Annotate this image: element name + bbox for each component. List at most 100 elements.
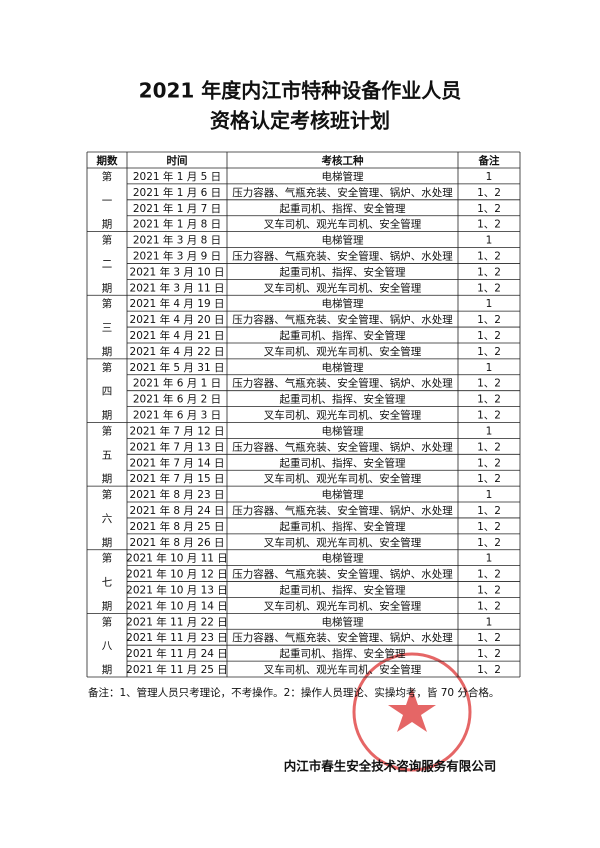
exam-type: 起重司机、指挥、安全管理 (280, 265, 406, 278)
exam-type: 起重司机、指挥、安全管理 (280, 647, 406, 660)
exam-note: 1、2 (477, 266, 501, 278)
exam-date: 2021 年 1 月 6 日 (133, 186, 221, 199)
period-label: 期 (102, 346, 113, 358)
period-label: 期 (102, 473, 113, 485)
exam-type: 压力容器、气瓶充装、安全管理、锅炉、水处理 (232, 440, 453, 453)
exam-type: 叉车司机、观光车司机、安全管理 (264, 409, 422, 422)
exam-type: 压力容器、气瓶充装、安全管理、锅炉、水处理 (232, 313, 453, 326)
title-line: 2021 年度内江市特种设备作业人员 (139, 79, 462, 103)
period-label: 期 (102, 410, 113, 422)
exam-note: 1 (486, 489, 493, 501)
exam-type: 压力容器、气瓶充装、安全管理、锅炉、水处理 (232, 631, 453, 644)
exam-date: 2021 年 10 月 13 日 (126, 584, 228, 597)
exam-type: 压力容器、气瓶充装、安全管理、锅炉、水处理 (232, 377, 453, 390)
exam-note: 1、2 (477, 648, 501, 660)
exam-note: 1 (486, 235, 493, 247)
stamp-star (388, 688, 436, 732)
exam-date: 2021 年 11 月 25 日 (126, 663, 228, 676)
exam-type: 起重司机、指挥、安全管理 (280, 584, 406, 597)
exam-note: 1、2 (477, 600, 501, 612)
exam-type: 电梯管理 (322, 488, 364, 501)
exam-date: 2021 年 1 月 8 日 (133, 218, 221, 231)
exam-type: 电梯管理 (322, 552, 364, 565)
exam-date: 2021 年 6 月 1 日 (133, 377, 221, 390)
exam-type: 压力容器、气瓶充装、安全管理、锅炉、水处理 (232, 249, 453, 262)
exam-type: 压力容器、气瓶充装、安全管理、锅炉、水处理 (232, 186, 453, 199)
period-label: 期 (102, 600, 113, 612)
exam-note: 1 (486, 425, 493, 437)
exam-note: 1、2 (477, 505, 501, 517)
exam-note: 1、2 (477, 537, 501, 549)
exam-note: 1、2 (477, 314, 501, 326)
organization: 内江市春生安全技术咨询服务有限公司 (284, 759, 497, 774)
exam-date: 2021 年 10 月 14 日 (126, 599, 228, 612)
period-label: 五 (102, 449, 113, 461)
period-label: 第 (102, 297, 113, 310)
exam-date: 2021 年 4 月 22 日 (130, 345, 225, 358)
exam-type: 叉车司机、观光车司机、安全管理 (264, 536, 422, 549)
exam-note: 1 (486, 616, 493, 628)
exam-note: 1 (486, 171, 493, 183)
exam-note: 1、2 (477, 187, 501, 199)
exam-date: 2021 年 7 月 15 日 (130, 472, 225, 485)
column-header: 备注 (478, 154, 500, 167)
period-label: 期 (102, 664, 113, 676)
exam-date: 2021 年 3 月 8 日 (133, 234, 221, 247)
exam-note: 1、2 (477, 632, 501, 644)
stamp-ring (352, 652, 472, 772)
exam-type: 叉车司机、观光车司机、安全管理 (264, 663, 422, 676)
exam-type: 起重司机、指挥、安全管理 (280, 329, 406, 342)
exam-date: 2021 年 8 月 23 日 (130, 488, 225, 501)
exam-date: 2021 年 1 月 7 日 (133, 202, 221, 215)
exam-date: 2021 年 11 月 22 日 (126, 615, 228, 628)
schedule-table: 期数 时间 考核工种 备注第一期2021 年 1 月 5 日电梯管理 12021 年 1… (86, 151, 521, 678)
exam-type: 压力容器、气瓶充装、安全管理、锅炉、水处理 (232, 504, 453, 517)
exam-date: 2021 年 8 月 25 日 (130, 520, 225, 533)
period-label: 二 (102, 258, 113, 270)
exam-note: 1、2 (477, 219, 501, 231)
exam-type: 电梯管理 (322, 361, 364, 374)
exam-date: 2021 年 3 月 10 日 (130, 265, 225, 278)
exam-note: 1、2 (477, 473, 501, 485)
exam-note: 1、2 (477, 330, 501, 342)
period-label: 八 (102, 640, 113, 652)
period-label: 期 (102, 219, 113, 231)
exam-note: 1、2 (477, 410, 501, 422)
exam-date: 2021 年 10 月 12 日 (126, 568, 228, 581)
exam-date: 2021 年 1 月 5 日 (133, 170, 221, 183)
period-label: 第 (102, 234, 113, 247)
exam-date: 2021 年 7 月 14 日 (130, 456, 225, 469)
exam-type: 起重司机、指挥、安全管理 (280, 456, 406, 469)
exam-type: 叉车司机、观光车司机、安全管理 (264, 472, 422, 485)
column-header: 时间 (167, 154, 188, 167)
exam-date: 2021 年 6 月 2 日 (133, 393, 221, 406)
period-label: 七 (102, 577, 113, 589)
period-label: 六 (102, 513, 113, 525)
exam-date: 2021 年 8 月 26 日 (130, 536, 225, 549)
exam-note: 1 (486, 362, 493, 374)
exam-date: 2021 年 6 月 3 日 (133, 409, 221, 422)
exam-date: 2021 年 3 月 11 日 (130, 281, 225, 294)
exam-note: 1、2 (477, 346, 501, 358)
exam-type: 叉车司机、观光车司机、安全管理 (264, 218, 422, 231)
exam-type: 叉车司机、观光车司机、安全管理 (264, 345, 422, 358)
title-line: 资格认定考核班计划 (210, 109, 390, 133)
exam-note: 1、2 (477, 378, 501, 390)
period-label: 四 (102, 386, 113, 398)
period-label: 第 (102, 552, 113, 565)
remark: 备注：1、管理人员只考理论，不考操作。2：操作人员理论、实操均考，皆 70 分合… (88, 686, 499, 699)
exam-note: 1、2 (477, 569, 501, 581)
exam-type: 叉车司机、观光车司机、安全管理 (264, 599, 422, 612)
exam-date: 2021 年 8 月 24 日 (130, 504, 225, 517)
column-header: 期数 (97, 154, 118, 167)
exam-note: 1、2 (477, 394, 501, 406)
period-label: 第 (102, 424, 113, 437)
exam-type: 电梯管理 (322, 424, 364, 437)
exam-type: 叉车司机、观光车司机、安全管理 (264, 281, 422, 294)
exam-type: 起重司机、指挥、安全管理 (280, 393, 406, 406)
exam-note: 1、2 (477, 457, 501, 469)
exam-date: 2021 年 11 月 23 日 (126, 631, 228, 644)
exam-date: 2021 年 7 月 12 日 (130, 424, 225, 437)
